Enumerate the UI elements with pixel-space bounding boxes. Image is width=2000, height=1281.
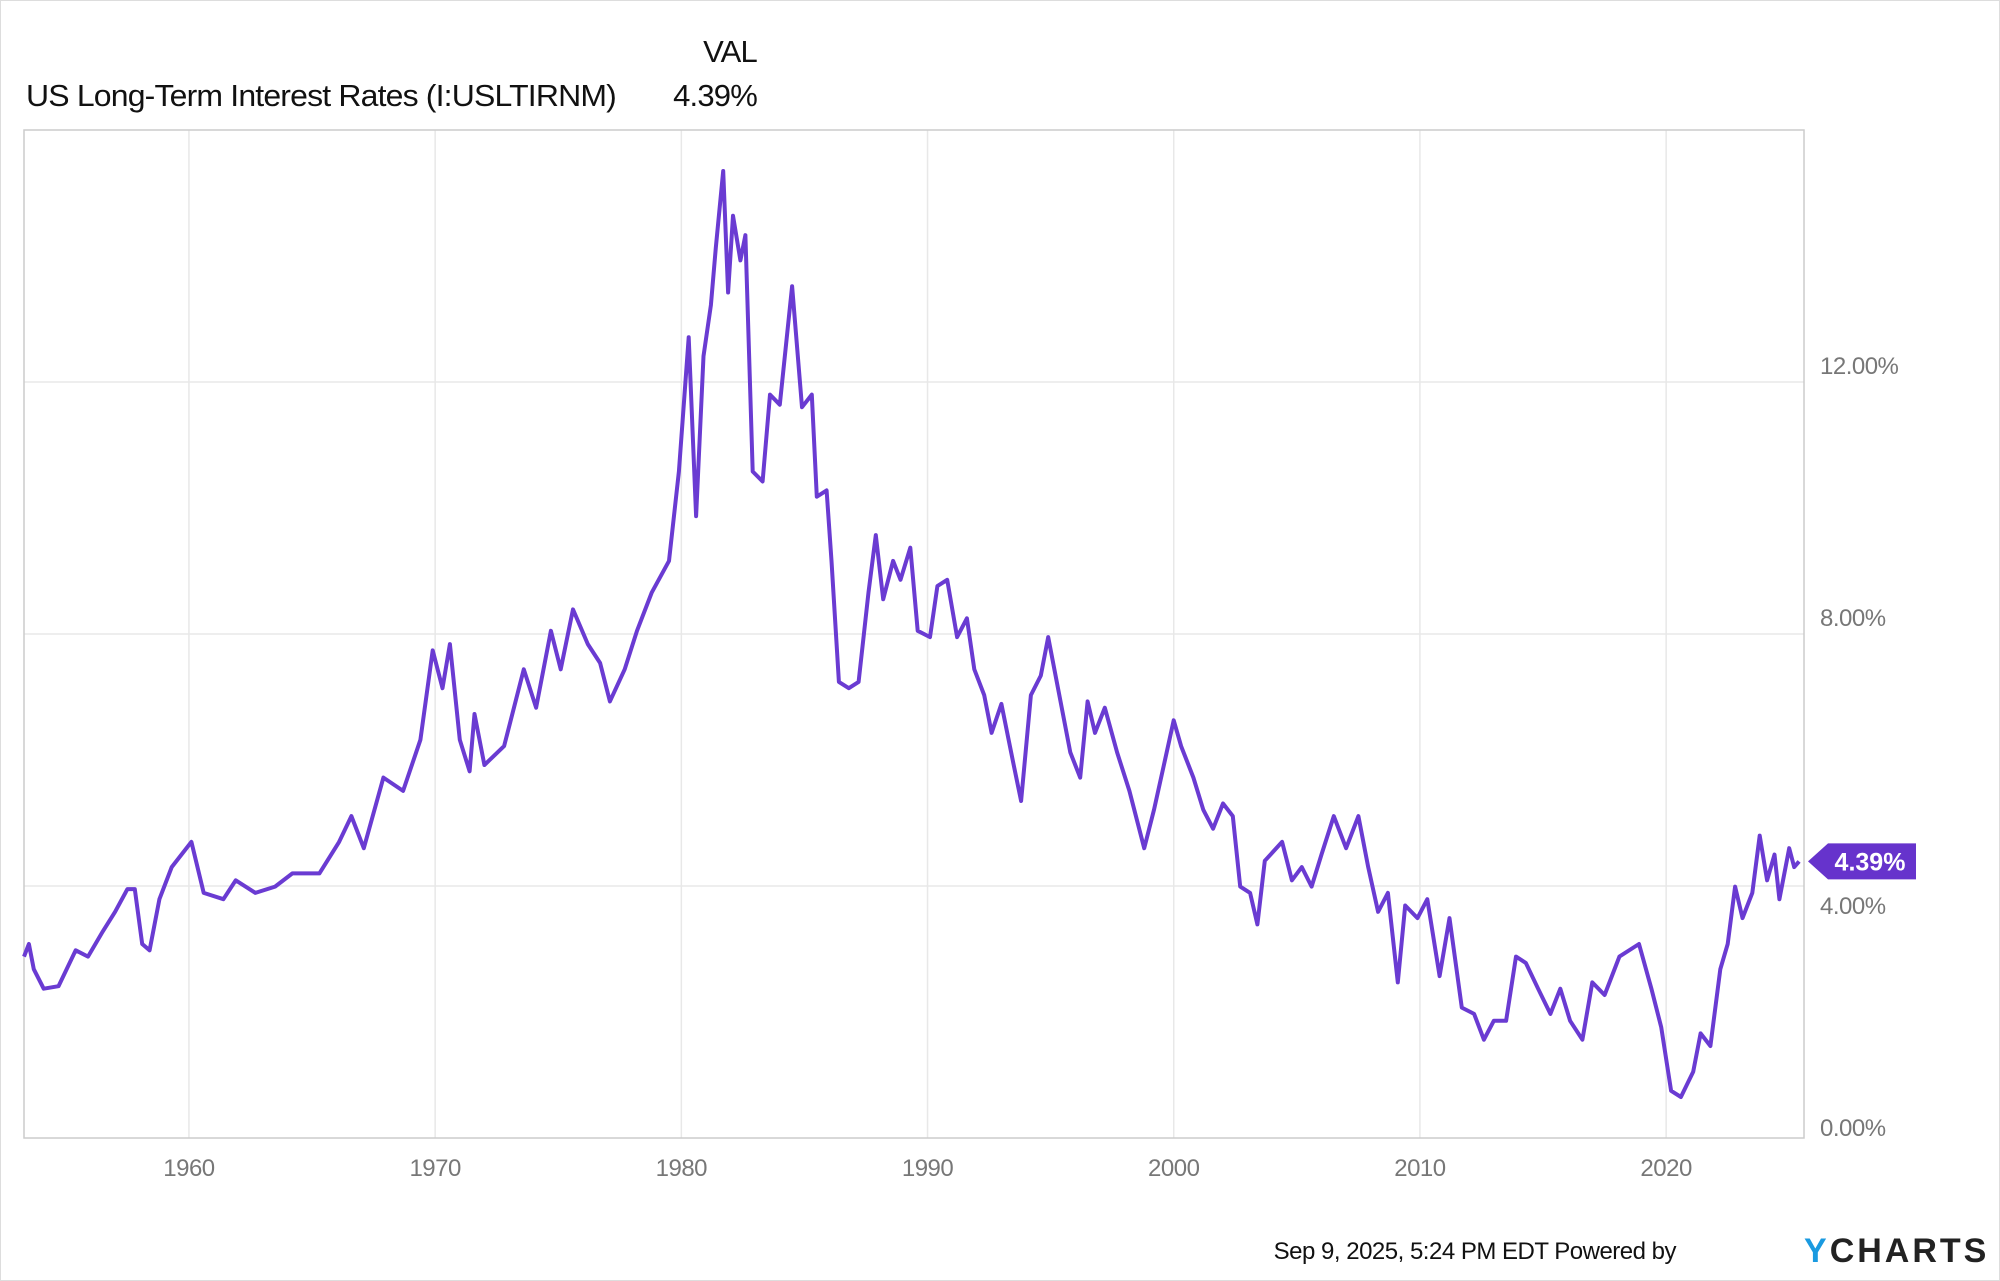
last-value-tag-text: 4.39%	[1835, 848, 1906, 876]
footer-text: Sep 9, 2025, 5:24 PM EDT Powered by	[1274, 1238, 1677, 1265]
last-value-tag-shape	[1808, 843, 1916, 880]
x-tick-label: 2000	[1148, 1155, 1200, 1182]
x-tick-label: 2020	[1640, 1155, 1692, 1182]
y-tick-label: 4.00%	[1820, 893, 1886, 920]
x-tick-label: 1960	[163, 1155, 215, 1182]
x-tick-label: 1970	[409, 1155, 461, 1182]
footer-timestamp: Sep 9, 2025, 5:24 PM EDT	[1274, 1238, 1550, 1265]
series-line-us-long-term-rates	[22, 169, 1801, 1099]
ycharts-logo-text: CHARTS	[1830, 1232, 1990, 1270]
footer-powered-by: Powered by	[1554, 1238, 1676, 1265]
legend-column-header: VAL	[703, 34, 757, 69]
x-tick-label: 2010	[1394, 1155, 1446, 1182]
x-axis-ticks: 1960 1970 1980 1990 2000 2010 2020	[163, 1155, 1692, 1182]
legend-series-name: US Long-Term Interest Rates (I:USLTIRNM)	[26, 78, 616, 113]
plot-area-border	[23, 129, 1805, 1139]
last-value-tag: 4.39%	[1808, 843, 1916, 880]
y-tick-label: 8.00%	[1820, 605, 1886, 632]
ycharts-logo[interactable]: YCHARTS	[1804, 1232, 1989, 1270]
y-axis-ticks: 0.00% 4.00% 8.00% 12.00%	[1820, 353, 1899, 1142]
legend-series-value: 4.39%	[673, 78, 757, 113]
x-tick-label: 1990	[902, 1155, 954, 1182]
x-tick-label: 1980	[656, 1155, 708, 1182]
y-tick-label: 12.00%	[1820, 353, 1899, 380]
gridlines	[24, 130, 1804, 1138]
y-tick-label: 0.00%	[1820, 1115, 1886, 1142]
ycharts-logo-y: Y	[1804, 1232, 1830, 1270]
